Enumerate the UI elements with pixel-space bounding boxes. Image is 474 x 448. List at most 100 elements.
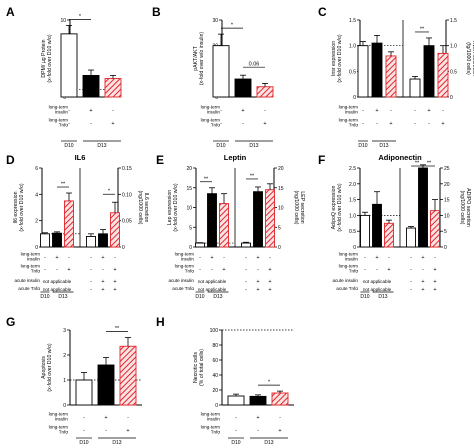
- condition-mark-line: -: [235, 415, 237, 421]
- y2-tick-label: 0.10: [122, 192, 132, 198]
- condition-mark: +: [67, 267, 70, 273]
- bar: [430, 210, 440, 248]
- significance-label-line: *: [268, 380, 271, 386]
- panel-letter: B: [152, 5, 161, 19]
- condition-mark-line: +: [433, 287, 436, 293]
- group-label-line: D10: [358, 143, 367, 149]
- condition-mark-line: -: [376, 267, 378, 273]
- condition-mark: -: [245, 255, 247, 261]
- condition-mark-line: -: [245, 287, 247, 293]
- condition-mark-line: +: [101, 279, 104, 285]
- y2-tick-label: 20: [444, 182, 450, 188]
- row-label-line: Tnfα: [59, 123, 69, 128]
- condition-mark-line: +: [433, 267, 436, 273]
- condition-mark: +: [55, 255, 58, 261]
- group-label-line: D10: [195, 294, 204, 300]
- row-label-line: long-term: [339, 263, 359, 268]
- y-tick-label-line: 0: [215, 403, 218, 409]
- condition-mark: -: [112, 108, 114, 114]
- y2-tick-label-line: 5: [444, 229, 447, 235]
- y-tick-label-line: 2: [63, 353, 66, 359]
- y-tick-label-line: 1.0: [349, 44, 356, 50]
- condition-mark-line: -: [434, 255, 436, 261]
- bar: [195, 242, 205, 248]
- significance-label: **: [204, 176, 209, 182]
- panel-letter-line: B: [152, 5, 161, 19]
- condition-mark-line: -: [114, 255, 116, 261]
- y-axis-label-line: Il6 expression: [13, 191, 19, 223]
- group-label: D13: [213, 294, 222, 300]
- y2-axis-label: ADIPO secretion(ng/1000 cells): [459, 188, 471, 227]
- bar: [256, 86, 274, 98]
- bar: [372, 203, 382, 248]
- condition-mark-line: +: [126, 428, 129, 434]
- y2-tick-label-line: 5: [278, 225, 281, 231]
- y2-tick-label: 0: [444, 245, 447, 251]
- condition-mark: -: [245, 287, 247, 293]
- condition-mark-line: -: [105, 428, 107, 434]
- condition-mark: -: [235, 415, 237, 421]
- bar: [212, 45, 230, 98]
- condition-mark: -: [211, 267, 213, 273]
- condition-mark-line: +: [278, 428, 281, 434]
- condition-mark: -: [257, 428, 259, 434]
- condition-mark-line: +: [268, 279, 271, 285]
- row-label-line: insulin: [55, 417, 68, 422]
- condition-mark: -: [428, 121, 430, 127]
- condition-mark: -: [442, 108, 444, 114]
- significance-label: **: [250, 173, 255, 179]
- condition-mark: +: [113, 279, 116, 285]
- condition-mark: -: [90, 255, 92, 261]
- panel-a: A0246810DPM/ µg Protein(x-fold over D10 …: [6, 5, 122, 149]
- condition-mark-line: -: [390, 108, 392, 114]
- row-label-line: long-term: [339, 104, 359, 109]
- group-label-line: D13: [264, 440, 273, 446]
- y-tick-label-line: 15: [186, 186, 192, 192]
- row-label-line: long-term: [49, 104, 69, 109]
- panel-letter: C: [318, 5, 327, 19]
- condition-mark-line: -: [414, 108, 416, 114]
- bar: [371, 42, 383, 98]
- condition-mark-line: -: [235, 428, 237, 434]
- y2-tick-label-line: 20: [278, 166, 284, 172]
- row-label: long-term Tnfα: [49, 117, 69, 127]
- group-label: D10: [360, 294, 369, 300]
- row-label-line: long-term: [339, 117, 359, 122]
- condition-mark: -: [257, 267, 259, 273]
- condition-mark-line: -: [199, 267, 201, 273]
- y-tick-label: 0: [63, 95, 66, 101]
- row-label-line: long-term: [175, 251, 195, 256]
- not-applicable-label: not applicable: [198, 287, 227, 292]
- condition-mark-line: -: [83, 428, 85, 434]
- condition-mark: -: [68, 108, 70, 114]
- y-axis-label-line: Lep expression: [167, 190, 173, 225]
- condition-mark: +: [256, 255, 259, 261]
- significance-label: **: [61, 182, 66, 188]
- condition-mark: +: [256, 279, 259, 285]
- row-label-line: Tnfα: [185, 269, 195, 274]
- y2-tick-label: 1.5: [450, 18, 457, 24]
- condition-mark-line: -: [257, 267, 259, 273]
- condition-mark-line: -: [279, 415, 281, 421]
- condition-mark: +: [256, 287, 259, 293]
- condition-mark: -: [242, 121, 244, 127]
- y2-axis-label: INSR secretion(fg/1000 cells): [465, 41, 474, 76]
- bar: [119, 345, 137, 406]
- row-label: acute insulin: [332, 278, 358, 283]
- panel-letter-line: A: [6, 5, 15, 19]
- condition-mark: +: [389, 121, 392, 127]
- y2-tick-label-line: 25: [444, 166, 450, 172]
- condition-mark-line: +: [263, 121, 266, 127]
- significance-label-line: **: [204, 176, 209, 182]
- significance-label: *: [231, 23, 234, 29]
- y2-tick-label-line: 0.5: [450, 69, 457, 75]
- row-label-line: acute Tnfα: [172, 286, 194, 291]
- condition-mark: -: [83, 428, 85, 434]
- y2-tick-label: 10: [278, 206, 284, 212]
- condition-mark: -: [199, 255, 201, 261]
- y-tick-label: 0: [353, 95, 356, 101]
- row-label: long-term insulin: [339, 104, 359, 114]
- y2-tick-label: 20: [278, 166, 284, 172]
- y2-tick-label-line: 0.15: [122, 166, 132, 172]
